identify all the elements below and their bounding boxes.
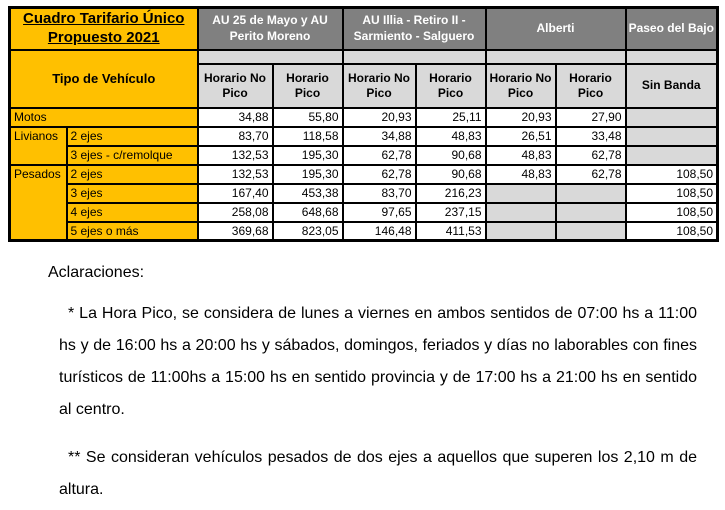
- subheader-alberti-nopico: Horario No Pico: [484, 62, 557, 109]
- vehicle-type-header: Tipo de Vehículo: [8, 48, 199, 109]
- row-subtype-label: 2 ejes: [65, 125, 199, 147]
- notes-heading: Aclaraciones:: [48, 264, 145, 281]
- empty-cell: [624, 106, 719, 128]
- row-subtype-label: 5 ejes o más: [65, 220, 199, 242]
- price-cell: 258,08: [196, 201, 274, 223]
- row-subtype-label: 2 ejes: [65, 163, 199, 185]
- price-cell: 20,93: [484, 106, 557, 128]
- price-cell: 33,48: [554, 125, 627, 147]
- price-cell: 48,83: [484, 163, 557, 185]
- table-title: Cuadro Tarifario Único Propuesto 2021: [8, 6, 199, 51]
- notes-section: Aclaraciones: * La Hora Pico, se conside…: [48, 264, 700, 506]
- empty-cell: [484, 220, 557, 242]
- price-cell: 146,48: [341, 220, 417, 242]
- price-cell: 216,23: [414, 182, 487, 204]
- price-cell: 195,30: [271, 163, 344, 185]
- highway-header-paseo: Paseo del Bajo: [624, 6, 719, 51]
- price-cell: 108,50: [624, 182, 719, 204]
- price-cell: 369,68: [196, 220, 274, 242]
- table-row-motos: Motos 34,88 55,80 20,93 25,11 20,93 27,9…: [8, 106, 719, 128]
- subheader-illia-nopico: Horario No Pico: [341, 62, 417, 109]
- price-cell: 411,53: [414, 220, 487, 242]
- row-subtype-label: 4 ejes: [65, 201, 199, 223]
- tariff-table: Cuadro Tarifario Único Propuesto 2021 AU…: [8, 6, 720, 242]
- row-category-label: Livianos: [8, 125, 68, 166]
- price-cell: 25,11: [414, 106, 487, 128]
- price-cell: 237,15: [414, 201, 487, 223]
- subheader-au25-pico: Horario Pico: [271, 62, 344, 109]
- price-cell: 62,78: [341, 144, 417, 166]
- price-cell: 132,53: [196, 163, 274, 185]
- price-cell: 34,88: [196, 106, 274, 128]
- highway-header-au25: AU 25 de Mayo y AU Perito Moreno: [196, 6, 344, 51]
- price-cell: 823,05: [271, 220, 344, 242]
- price-cell: 118,58: [271, 125, 344, 147]
- table-row-pesados-5ejes: 5 ejes o más 369,68 823,05 146,48 411,53…: [10, 220, 719, 242]
- price-cell: 97,65: [341, 201, 417, 223]
- price-cell: 132,53: [196, 144, 274, 166]
- price-cell: 48,83: [484, 144, 557, 166]
- price-cell: 90,68: [414, 144, 487, 166]
- spacer-cell-paseo: [624, 48, 719, 65]
- spacer-cell-au25: [196, 48, 344, 65]
- row-subtype-label: 3 ejes - c/remolque: [65, 144, 199, 166]
- tariff-table-wrap: Cuadro Tarifario Único Propuesto 2021 AU…: [8, 6, 725, 242]
- price-cell: 62,78: [341, 163, 417, 185]
- note-hora-pico: * La Hora Pico, se considera de lunes a …: [59, 305, 697, 418]
- empty-cell: [624, 144, 719, 166]
- empty-cell: [554, 220, 627, 242]
- price-cell: 108,50: [624, 163, 719, 185]
- subheader-alberti-pico: Horario Pico: [554, 62, 627, 109]
- price-cell: 90,68: [414, 163, 487, 185]
- table-row-pesados-3ejes: 3 ejes 167,40 453,38 83,70 216,23 108,50: [10, 182, 719, 204]
- subheader-illia-pico: Horario Pico: [414, 62, 487, 109]
- price-cell: 648,68: [271, 201, 344, 223]
- subheader-paseo-sinbanda: Sin Banda: [624, 62, 719, 109]
- table-row-livianos-2ejes: Livianos 2 ejes 83,70 118,58 34,88 48,83…: [8, 125, 719, 166]
- price-cell: 167,40: [196, 182, 274, 204]
- empty-cell: [554, 201, 627, 223]
- table-title-text: Cuadro Tarifario Único Propuesto 2021: [23, 10, 185, 46]
- price-cell: 453,38: [271, 182, 344, 204]
- document-page: { "table": { "title": "Cuadro Tarifario …: [0, 6, 725, 510]
- price-cell: 108,50: [624, 201, 719, 223]
- row-category-label: Pesados: [8, 163, 68, 242]
- price-cell: 83,70: [341, 182, 417, 204]
- row-subtype-label: 3 ejes: [65, 182, 199, 204]
- price-cell: 26,51: [484, 125, 557, 147]
- price-cell: 27,90: [554, 106, 627, 128]
- subheader-au25-nopico: Horario No Pico: [196, 62, 274, 109]
- table-row-livianos-3ejes: 3 ejes - c/remolque 132,53 195,30 62,78 …: [10, 144, 719, 166]
- spacer-cell-illia: [341, 48, 487, 65]
- highway-header-alberti: Alberti: [484, 6, 627, 51]
- empty-cell: [624, 125, 719, 147]
- spacer-cell-alberti: [484, 48, 627, 65]
- price-cell: 34,88: [341, 125, 417, 147]
- table-row-pesados-4ejes: 4 ejes 258,08 648,68 97,65 237,15 108,50: [10, 201, 719, 223]
- subheader-row: Horario No Pico Horario Pico Horario No …: [10, 62, 719, 109]
- price-cell: 62,78: [554, 163, 627, 185]
- table-row-pesados-2ejes: Pesados 2 ejes 132,53 195,30 62,78 90,68…: [8, 163, 719, 242]
- row-category-label: Motos: [8, 106, 199, 128]
- price-cell: 195,30: [271, 144, 344, 166]
- header-row: Cuadro Tarifario Único Propuesto 2021 AU…: [8, 6, 719, 51]
- empty-cell: [484, 182, 557, 204]
- note-vehiculos-pesados: ** Se consideran vehículos pesados de do…: [59, 449, 697, 498]
- price-cell: 55,80: [271, 106, 344, 128]
- empty-cell: [484, 201, 557, 223]
- price-cell: 108,50: [624, 220, 719, 242]
- price-cell: 48,83: [414, 125, 487, 147]
- price-cell: 20,93: [341, 106, 417, 128]
- highway-header-illia: AU Illia - Retiro II - Sarmiento - Salgu…: [341, 6, 487, 51]
- price-cell: 62,78: [554, 144, 627, 166]
- spacer-row: Tipo de Vehículo: [8, 48, 719, 109]
- empty-cell: [554, 182, 627, 204]
- price-cell: 83,70: [196, 125, 274, 147]
